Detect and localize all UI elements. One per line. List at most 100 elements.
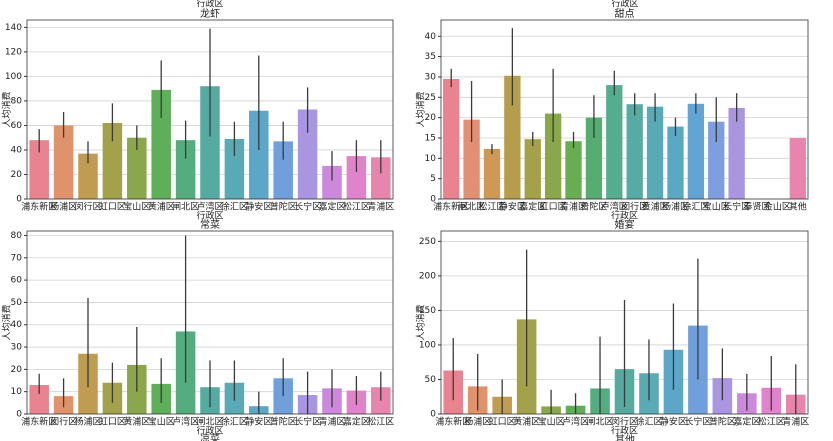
bar <box>667 126 684 199</box>
bar <box>273 141 293 199</box>
bar <box>200 86 220 199</box>
bar <box>127 137 147 199</box>
x-tick-label: 静安区 <box>499 201 526 213</box>
x-tick-label: 松江区 <box>758 416 785 428</box>
x-tick-label: 闸北区 <box>587 417 614 428</box>
bar <box>789 137 806 199</box>
x-tick-label: 长宁区 <box>684 416 711 428</box>
bar <box>606 85 623 199</box>
x-tick-label: 宝山区 <box>703 201 730 213</box>
y-tick-label: 25 <box>425 93 436 103</box>
y-tick-label: 40 <box>425 32 437 42</box>
x-tick-label: 嘉定区 <box>343 416 370 428</box>
axes-frame <box>440 230 809 415</box>
bar <box>78 153 98 199</box>
y-tick-label: 250 <box>419 237 436 247</box>
y-tick-label: 10 <box>11 387 23 397</box>
y-tick-label: 60 <box>11 121 23 131</box>
x-tick-label: 杨浦区 <box>50 201 77 213</box>
cut-title: 其他 <box>615 433 635 441</box>
y-tick-label: 35 <box>425 52 436 62</box>
x-tick-label: 浦东新区 <box>433 201 469 213</box>
x-tick-label: 虹口区 <box>99 202 126 213</box>
x-tick-label: 嘉定区 <box>733 416 760 428</box>
y-tick-label: 50 <box>425 375 437 385</box>
bar <box>102 122 123 199</box>
x-tick-label: 普陀区 <box>580 201 607 213</box>
y-tick-label: 20 <box>11 365 23 375</box>
x-tick-label: 青浦区 <box>318 416 345 428</box>
bar <box>371 157 391 199</box>
bar <box>443 78 460 199</box>
x-tick-label: 黄浦区 <box>148 201 175 213</box>
y-tick-label: 10 <box>425 154 437 164</box>
x-tick-label: 青浦区 <box>367 201 394 213</box>
chart-title: 龙虾 <box>200 7 220 20</box>
y-axis-label: 人均消费 <box>415 91 427 127</box>
y-tick-label: 0 <box>430 195 436 205</box>
y-tick-label: 20 <box>11 170 23 180</box>
x-tick-label: 青浦区 <box>782 416 809 428</box>
x-tick-label: 嘉定区 <box>519 201 546 213</box>
y-tick-label: 70 <box>11 253 23 263</box>
x-axis-label: 行政区 <box>611 210 638 222</box>
y-axis-label: 人均消费 <box>415 304 427 340</box>
x-tick-label: 浦东新区 <box>21 201 57 213</box>
x-tick-label: 杨浦区 <box>464 416 491 428</box>
bar <box>463 119 480 199</box>
x-tick-label: 杨浦区 <box>662 201 689 213</box>
x-tick-label: 卢湾区 <box>196 201 223 213</box>
y-axis-label: 人均消费 <box>1 91 13 127</box>
x-tick-label: 卢湾区 <box>562 416 589 428</box>
x-tick-label: 卢湾区 <box>601 201 628 213</box>
y-tick-label: 30 <box>11 343 23 353</box>
x-tick-label: 宝山区 <box>538 416 565 428</box>
y-tick-label: 40 <box>11 320 23 330</box>
x-tick-label: 长宁区 <box>294 201 321 213</box>
bar <box>29 140 49 199</box>
y-axis-label: 人均消费 <box>1 304 13 340</box>
x-tick-label: 闵行区 <box>621 201 648 213</box>
x-tick-label: 黄浦区 <box>513 416 540 428</box>
y-tick-label: 30 <box>425 72 437 82</box>
x-tick-label: 普陀区 <box>270 201 297 213</box>
y-tick-label: 140 <box>5 23 22 33</box>
x-tick-label: 浦东新区 <box>21 416 57 428</box>
bar <box>565 141 582 199</box>
chart-title: 常菜 <box>200 218 220 231</box>
chart-title: 甜点 <box>615 7 635 20</box>
bar <box>544 113 562 199</box>
y-tick-label: 15 <box>425 133 436 143</box>
x-tick-label: 黄浦区 <box>642 201 669 213</box>
bar <box>53 125 74 199</box>
x-tick-label: 杨浦区 <box>74 416 101 428</box>
y-tick-label: 20 <box>425 113 437 123</box>
x-tick-label: 松江区 <box>478 201 505 213</box>
x-tick-label: 宝山区 <box>123 201 150 213</box>
x-tick-label: 青浦区 <box>560 201 587 213</box>
x-tick-label: 闸北区 <box>196 417 223 428</box>
bar <box>249 110 269 199</box>
x-axis-label: 行政区 <box>196 210 223 222</box>
x-tick-label: 虹口区 <box>99 417 126 428</box>
y-tick-label: 80 <box>11 231 23 241</box>
y-tick-label: 100 <box>5 72 22 82</box>
bar <box>322 165 342 199</box>
x-tick-label: 闵行区 <box>74 201 101 213</box>
y-tick-label: 60 <box>11 276 23 286</box>
bar <box>297 109 318 199</box>
bar <box>646 106 664 199</box>
bar <box>524 139 541 199</box>
x-tick-label: 松江区 <box>367 416 394 428</box>
bar <box>585 117 603 199</box>
axes-frame <box>26 19 394 200</box>
x-tick-label: 静安区 <box>245 416 272 428</box>
y-tick-label: 200 <box>419 271 436 281</box>
axes-frame <box>26 230 394 415</box>
y-tick-label: 120 <box>5 47 22 57</box>
x-tick-label: 虹口区 <box>540 202 567 213</box>
bar <box>224 138 245 199</box>
x-tick-label: 普陀区 <box>270 416 297 428</box>
x-tick-label: 宝山区 <box>148 416 175 428</box>
x-tick-label: 其他 <box>789 201 807 213</box>
